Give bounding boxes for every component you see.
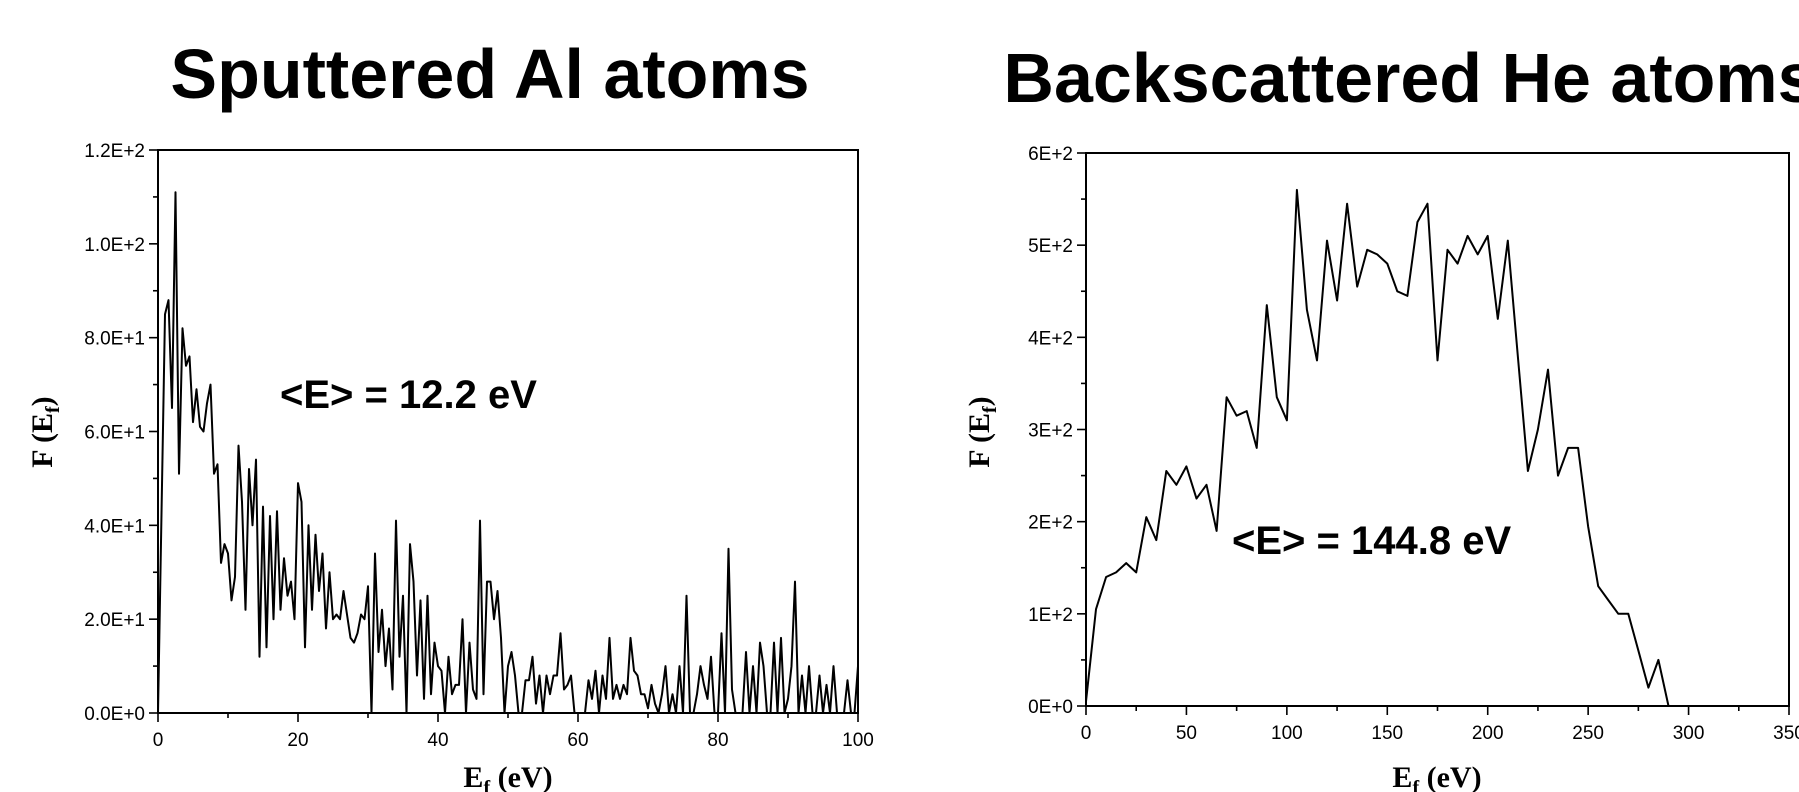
chart-title: Backscattered He atoms — [1003, 39, 1799, 117]
x-tick-label: 250 — [1572, 723, 1604, 744]
y-tick-label: 8.0E+1 — [84, 329, 145, 350]
x-tick-label: 40 — [427, 730, 448, 751]
x-tick-label: 20 — [287, 730, 308, 751]
x-tick-label: 200 — [1472, 723, 1504, 744]
x-axis-label: Ef (eV) — [1392, 761, 1481, 792]
y-ticks: 0.0E+0 2.0E+1 4.0E+1 6.0E+1 8.0E+1 1.0E+2 1.2E… — [84, 141, 158, 725]
x-axis-label-main: E — [463, 761, 483, 792]
y-tick-label: 1.0E+2 — [84, 235, 145, 256]
x-tick-label: 150 — [1371, 723, 1403, 744]
x-axis-label-sub: f — [1412, 777, 1419, 792]
x-tick-label: 50 — [1176, 723, 1197, 744]
y-axis-label: F (Ef) — [963, 396, 1001, 467]
series-line — [1085, 188, 1670, 707]
plot-frame — [1085, 152, 1790, 707]
y-tick-label: 2E+2 — [1028, 513, 1073, 534]
plot-frame — [157, 149, 859, 714]
chart-backscattered-he: Backscattered He atoms 0 50 100 150 200 250 30… — [963, 39, 1799, 792]
mean-energy-annotation: <E> = 12.2 eV — [280, 373, 537, 417]
y-axis-label: F (Ef) — [26, 396, 64, 467]
y-tick-label: 0.0E+0 — [84, 704, 145, 725]
y-tick-label: 5E+2 — [1028, 236, 1073, 257]
y-tick-label: 3E+2 — [1028, 421, 1073, 442]
x-tick-label: 80 — [707, 730, 728, 751]
y-tick-label: 1E+2 — [1028, 605, 1073, 626]
x-axis-label: Ef (eV) — [463, 761, 552, 792]
y-tick-label: 4.0E+1 — [84, 516, 145, 537]
y-axis-label-sub: f — [979, 406, 1001, 413]
y-tick-label: 6E+2 — [1028, 144, 1073, 165]
x-axis-label-tail: (eV) — [1419, 761, 1481, 792]
x-tick-label: 0 — [1081, 723, 1092, 744]
chart-sputtered-al: Sputtered Al atoms 0 20 40 60 80 100 0.0E+0 2.… — [26, 35, 874, 792]
y-tick-label: 6.0E+1 — [84, 423, 145, 444]
x-tick-label: 100 — [842, 730, 874, 751]
y-tick-label: 0E+0 — [1028, 697, 1073, 718]
x-ticks: 0 50 100 150 200 250 300 350 — [1081, 706, 1799, 744]
x-axis-label-main: E — [1392, 761, 1412, 792]
x-tick-label: 300 — [1673, 723, 1705, 744]
mean-energy-annotation: <E> = 144.8 eV — [1232, 519, 1511, 563]
x-tick-label: 100 — [1271, 723, 1303, 744]
x-ticks: 0 20 40 60 80 100 — [153, 713, 874, 751]
y-axis-label-sub: f — [42, 406, 64, 413]
x-tick-label: 350 — [1773, 723, 1799, 744]
y-tick-label: 2.0E+1 — [84, 610, 145, 631]
y-tick-label: 4E+2 — [1028, 328, 1073, 349]
x-tick-label: 0 — [153, 730, 164, 751]
x-tick-label: 60 — [567, 730, 588, 751]
y-tick-label: 1.2E+2 — [84, 141, 145, 162]
y-axis-label-main: F (E — [26, 413, 59, 468]
y-ticks: 0E+0 1E+2 2E+2 3E+2 4E+2 5E+2 6E+2 — [1028, 144, 1086, 718]
y-axis-label-tail: ) — [963, 396, 996, 406]
x-axis-label-tail: (eV) — [490, 761, 552, 792]
y-axis-label-tail: ) — [26, 396, 59, 406]
chart-title: Sputtered Al atoms — [170, 35, 809, 113]
y-axis-label-main: F (E — [963, 413, 996, 468]
series-line — [157, 191, 859, 714]
x-axis-label-sub: f — [483, 777, 490, 792]
